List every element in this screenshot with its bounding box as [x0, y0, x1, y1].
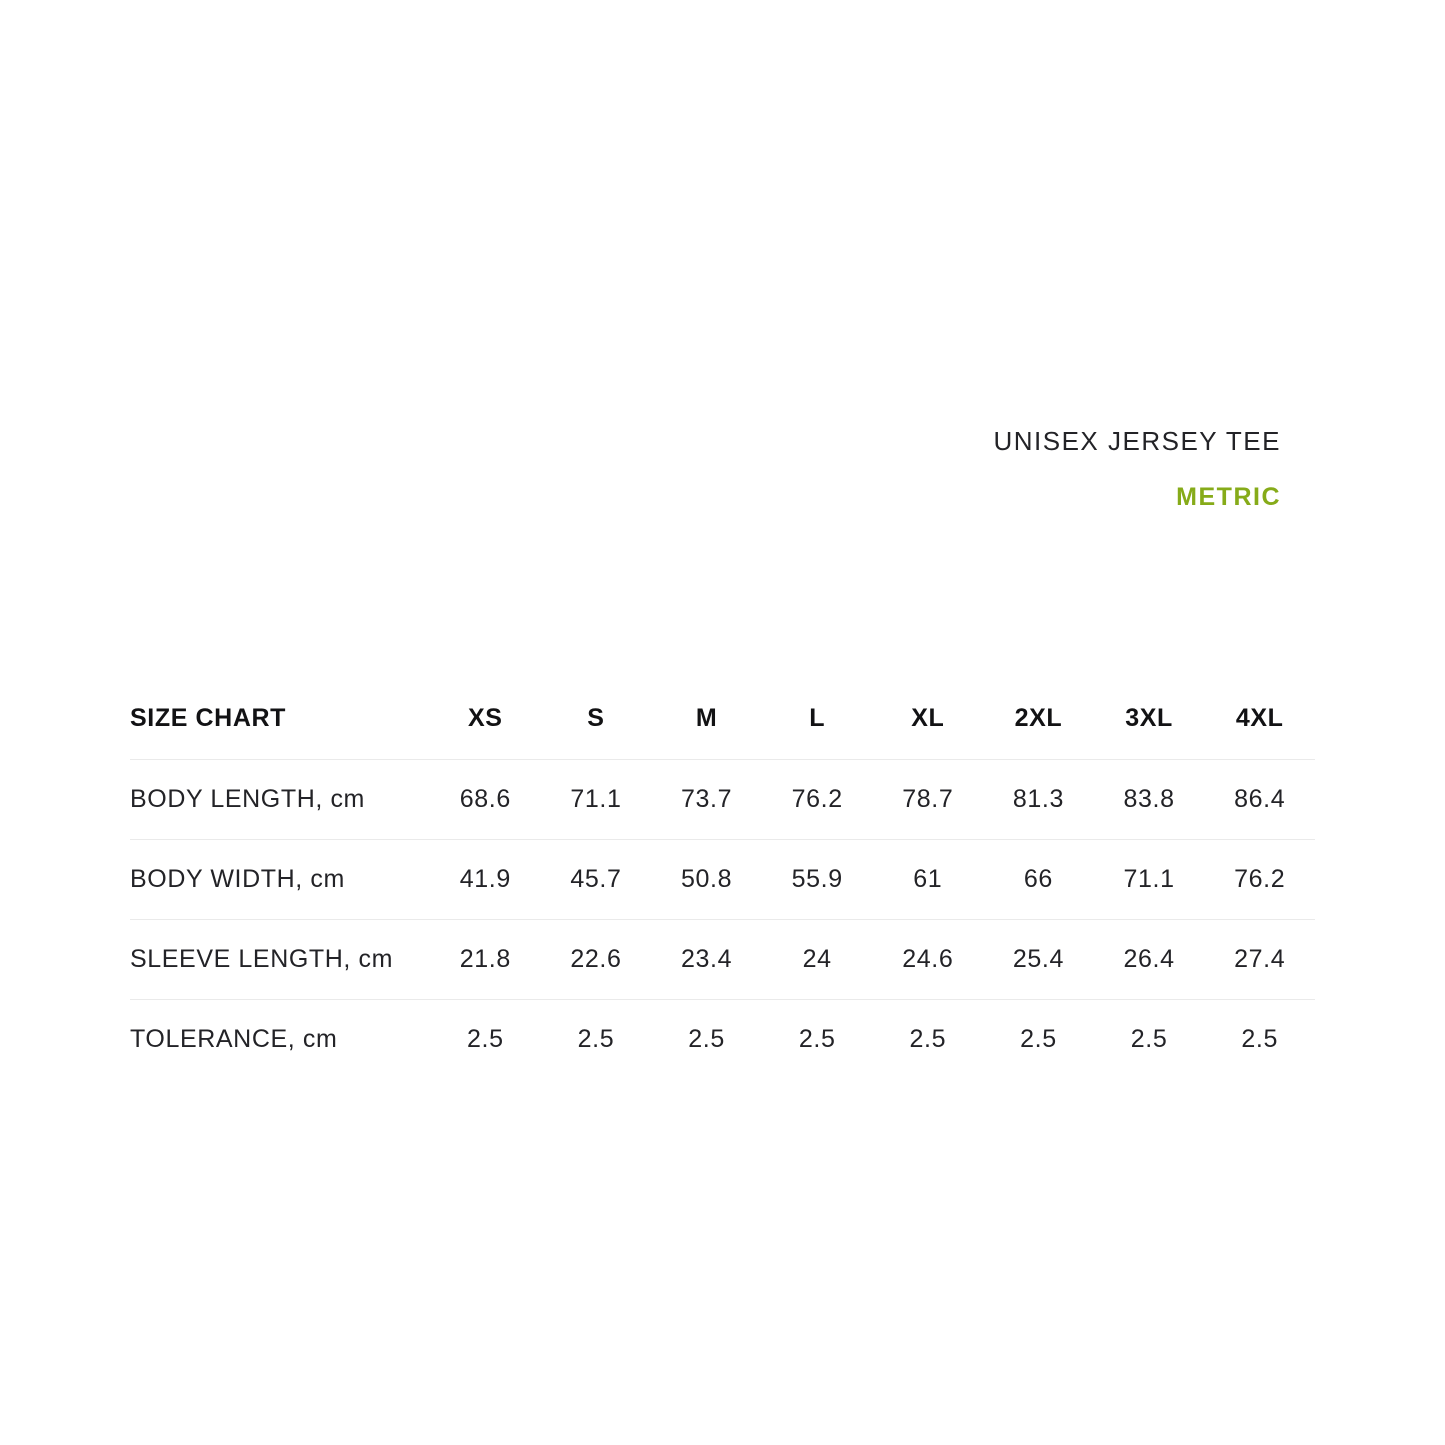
- measurement-cell: 25.4: [983, 919, 1094, 1000]
- measurement-cell: 61: [872, 839, 984, 920]
- size-column-header: 3XL: [1093, 679, 1205, 760]
- measurement-cell: 76.2: [761, 759, 873, 840]
- measurement-cell: 24.6: [872, 919, 984, 1000]
- measurement-cell: 2.5: [467, 1024, 504, 1053]
- measurement-cell: 66: [983, 839, 1094, 920]
- measurement-cell: 78.7: [872, 759, 984, 840]
- measurement-cell: 2.5: [798, 1024, 836, 1053]
- size-chart-section: SIZE CHART XS S M L XL 2XL 3XL 4XL BODY LENGTH,…: [130, 679, 1315, 1079]
- measurement-cell: 86.4: [1204, 759, 1315, 840]
- row-label: BODY LENGTH, cm: [130, 759, 430, 840]
- measurement-cell: 2.5: [577, 1024, 615, 1053]
- measurement-cell: 2.5: [909, 1024, 947, 1053]
- size-column-header: M: [651, 679, 762, 760]
- table-row: BODY WIDTH, cm 41.9 45.7 50.8 55.9 61 66 71.1 76…: [130, 839, 1315, 920]
- measurement-cell: 45.7: [540, 839, 652, 920]
- table-body: BODY LENGTH, cm 68.6 71.1 73.7 76.2 78.7 81.3 8…: [130, 759, 1315, 1079]
- measurement-cell: 83.8: [1093, 759, 1205, 840]
- row-label: SLEEVE LENGTH, cm: [130, 919, 430, 1000]
- measurement-cell: 71.1: [540, 759, 652, 840]
- measurement-cell: 71.1: [1093, 839, 1205, 920]
- size-column-header: L: [761, 679, 873, 760]
- measurement-cell: 23.4: [651, 919, 762, 1000]
- product-title: UNISEX JERSEY TEE: [993, 426, 1281, 456]
- measurement-cell: 26.4: [1093, 919, 1205, 1000]
- measurement-cell: 68.6: [430, 759, 541, 840]
- measurement-cell: 27.4: [1204, 919, 1315, 1000]
- table-row: TOLERANCE, cm 2.5 2.5 2.5 2.5 2.5 2.5 2.5 2.5: [130, 999, 1315, 1079]
- measurement-cell: 76.2: [1204, 839, 1315, 920]
- size-column-header: S: [540, 679, 652, 760]
- size-column-header: 4XL: [1204, 679, 1315, 760]
- unit-toggle-metric[interactable]: METRIC: [1176, 483, 1281, 511]
- size-chart-table: SIZE CHART XS S M L XL 2XL 3XL 4XL BODY LENGTH,…: [130, 679, 1315, 1079]
- table-row: BODY LENGTH, cm 68.6 71.1 73.7 76.2 78.7 81.3 8…: [130, 759, 1315, 840]
- measurement-cell: 24: [761, 919, 873, 1000]
- measurement-cell: 2.5: [1241, 1024, 1278, 1053]
- size-column-header: 2XL: [983, 679, 1094, 760]
- measurement-cell: 73.7: [651, 759, 762, 840]
- size-chart-heading: SIZE CHART: [130, 679, 430, 760]
- size-column-header: XL: [872, 679, 984, 760]
- measurement-cell: 2.5: [1130, 1024, 1168, 1053]
- row-label: BODY WIDTH, cm: [130, 839, 430, 920]
- measurement-cell: 2.5: [1020, 1024, 1057, 1053]
- table-row: SLEEVE LENGTH, cm 21.8 22.6 23.4 24 24.6 25.4 2…: [130, 919, 1315, 1000]
- measurement-cell: 2.5: [688, 1024, 725, 1053]
- measurement-cell: 22.6: [540, 919, 652, 1000]
- measurement-cell: 81.3: [983, 759, 1094, 840]
- size-column-header: XS: [430, 679, 541, 760]
- measurement-cell: 21.8: [430, 919, 541, 1000]
- measurement-cell: 55.9: [761, 839, 873, 920]
- measurement-cell: 41.9: [430, 839, 541, 920]
- title-block: UNISEX JERSEY TEE METRIC: [993, 428, 1281, 510]
- row-label: TOLERANCE, cm: [130, 1024, 338, 1053]
- table-header-row: SIZE CHART XS S M L XL 2XL 3XL 4XL: [130, 679, 1315, 760]
- measurement-cell: 50.8: [651, 839, 762, 920]
